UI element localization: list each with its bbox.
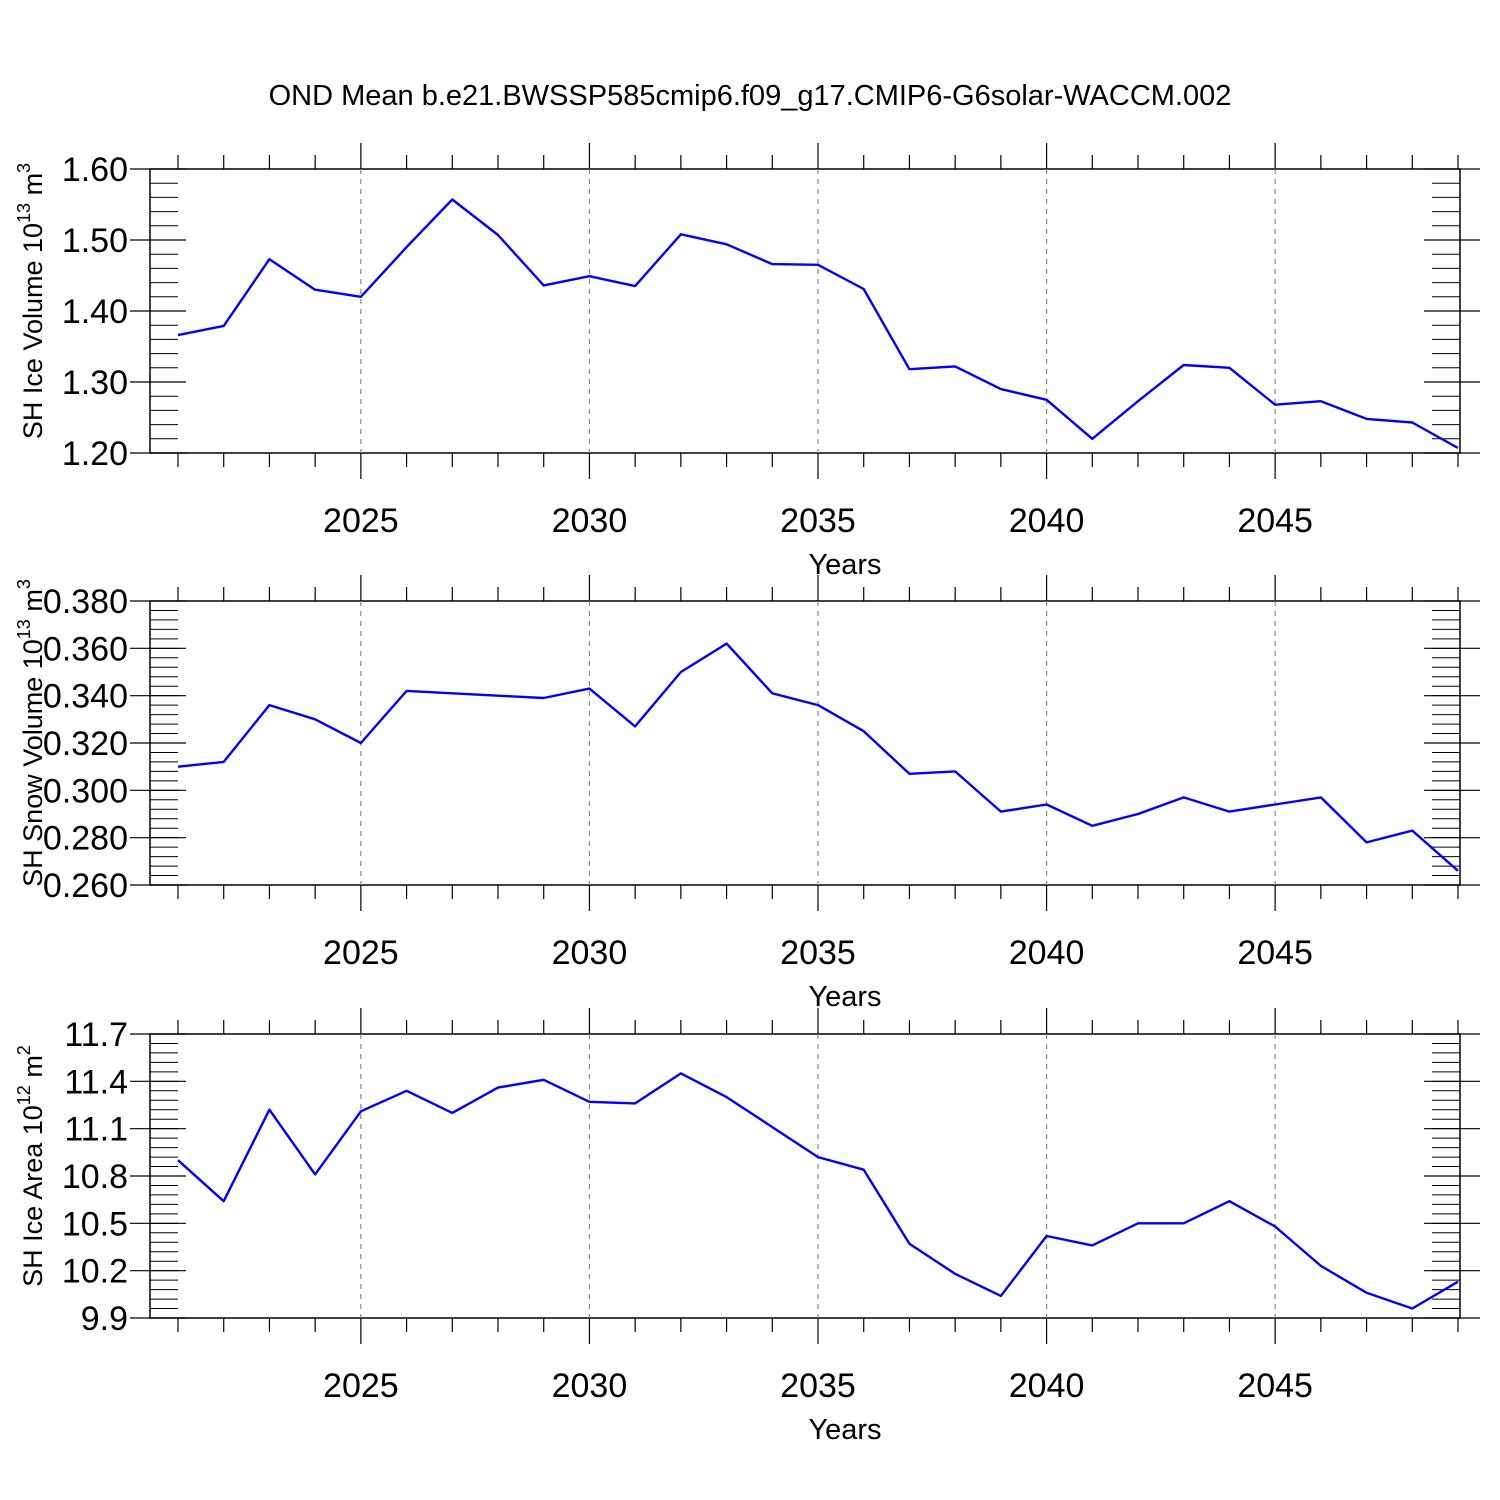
plot-frame xyxy=(149,168,1461,454)
x-tick-label: 2030 xyxy=(552,934,628,972)
y-tick-label: 1.20 xyxy=(62,435,128,473)
panel-ice-volume: 2025 2030 2035 2040 2045 Years 1.20 1.30 1.40 1.5… xyxy=(14,143,1480,581)
y-tick-label: 11.4 xyxy=(64,1063,128,1101)
y-tick-label: 0.320 xyxy=(43,725,128,763)
x-tick-label: 2045 xyxy=(1237,502,1313,540)
panel-ice-area: 2025 2030 2035 2040 2045 Years 9.9 10.2 10.5 10.8… xyxy=(14,1008,1480,1446)
y-tick-label: 0.260 xyxy=(43,867,128,905)
y-tick-label: 11.1 xyxy=(64,1111,128,1149)
y-tick-label: 1.30 xyxy=(62,364,128,402)
x-tick-label: 2025 xyxy=(323,1367,399,1405)
x-axis-label: Years xyxy=(808,549,881,581)
y-tick-label: 10.8 xyxy=(62,1158,128,1196)
x-tick-label: 2035 xyxy=(780,934,856,972)
x-tick-label: 2030 xyxy=(552,502,628,540)
x-axis-label: Years xyxy=(808,1414,881,1446)
x-tick-label: 2040 xyxy=(1009,934,1085,972)
x-tick-label: 2045 xyxy=(1237,1367,1313,1405)
y-tick-label: 10.5 xyxy=(62,1205,128,1243)
series-line-ice-area xyxy=(177,1072,1459,1310)
figure-title: OND Mean b.e21.BWSSP585cmip6.f09_g17.CMI… xyxy=(269,80,1232,112)
y-tick-label: 0.300 xyxy=(43,772,128,810)
x-tick-label: 2025 xyxy=(323,502,399,540)
plots-container: 2025 2030 2035 2040 2045 Years 1.20 1.30 1.40 1.5… xyxy=(14,143,1480,1446)
y-tick-label: 10.2 xyxy=(62,1253,128,1291)
y-tick-label: 1.60 xyxy=(62,151,128,189)
x-axis-label: Years xyxy=(808,981,881,1013)
x-tick-label: 2040 xyxy=(1009,502,1085,540)
panel-snow-volume: 2025 2030 2035 2040 2045 Years 0.260 0.280 0.300… xyxy=(14,575,1480,1013)
y-tick-label: 0.380 xyxy=(43,583,128,621)
x-tick-label: 2040 xyxy=(1009,1367,1085,1405)
plot-frame xyxy=(149,600,1461,886)
y-tick-label: 0.280 xyxy=(43,820,128,858)
y-axis-label: SH Snow Volume 1013 m3 xyxy=(14,579,48,887)
y-axis-label: SH Ice Area 1012 m2 xyxy=(14,1045,48,1287)
x-tick-label: 2035 xyxy=(780,502,856,540)
y-axis-label: SH Ice Volume 1013 m3 xyxy=(14,163,48,439)
x-tick-label: 2025 xyxy=(323,934,399,972)
y-tick-label: 9.9 xyxy=(81,1300,128,1338)
plot-frame xyxy=(149,1033,1461,1319)
y-tick-label: 1.40 xyxy=(62,293,128,331)
y-tick-label: 0.360 xyxy=(43,630,128,668)
y-tick-label: 1.50 xyxy=(62,222,128,260)
series-line-snow-volume xyxy=(177,642,1459,872)
x-tick-label: 2035 xyxy=(780,1367,856,1405)
series-line-ice-volume xyxy=(177,198,1459,450)
y-tick-label: 11.7 xyxy=(64,1016,128,1054)
x-tick-label: 2030 xyxy=(552,1367,628,1405)
x-tick-label: 2045 xyxy=(1237,934,1313,972)
y-tick-label: 0.340 xyxy=(43,678,128,716)
